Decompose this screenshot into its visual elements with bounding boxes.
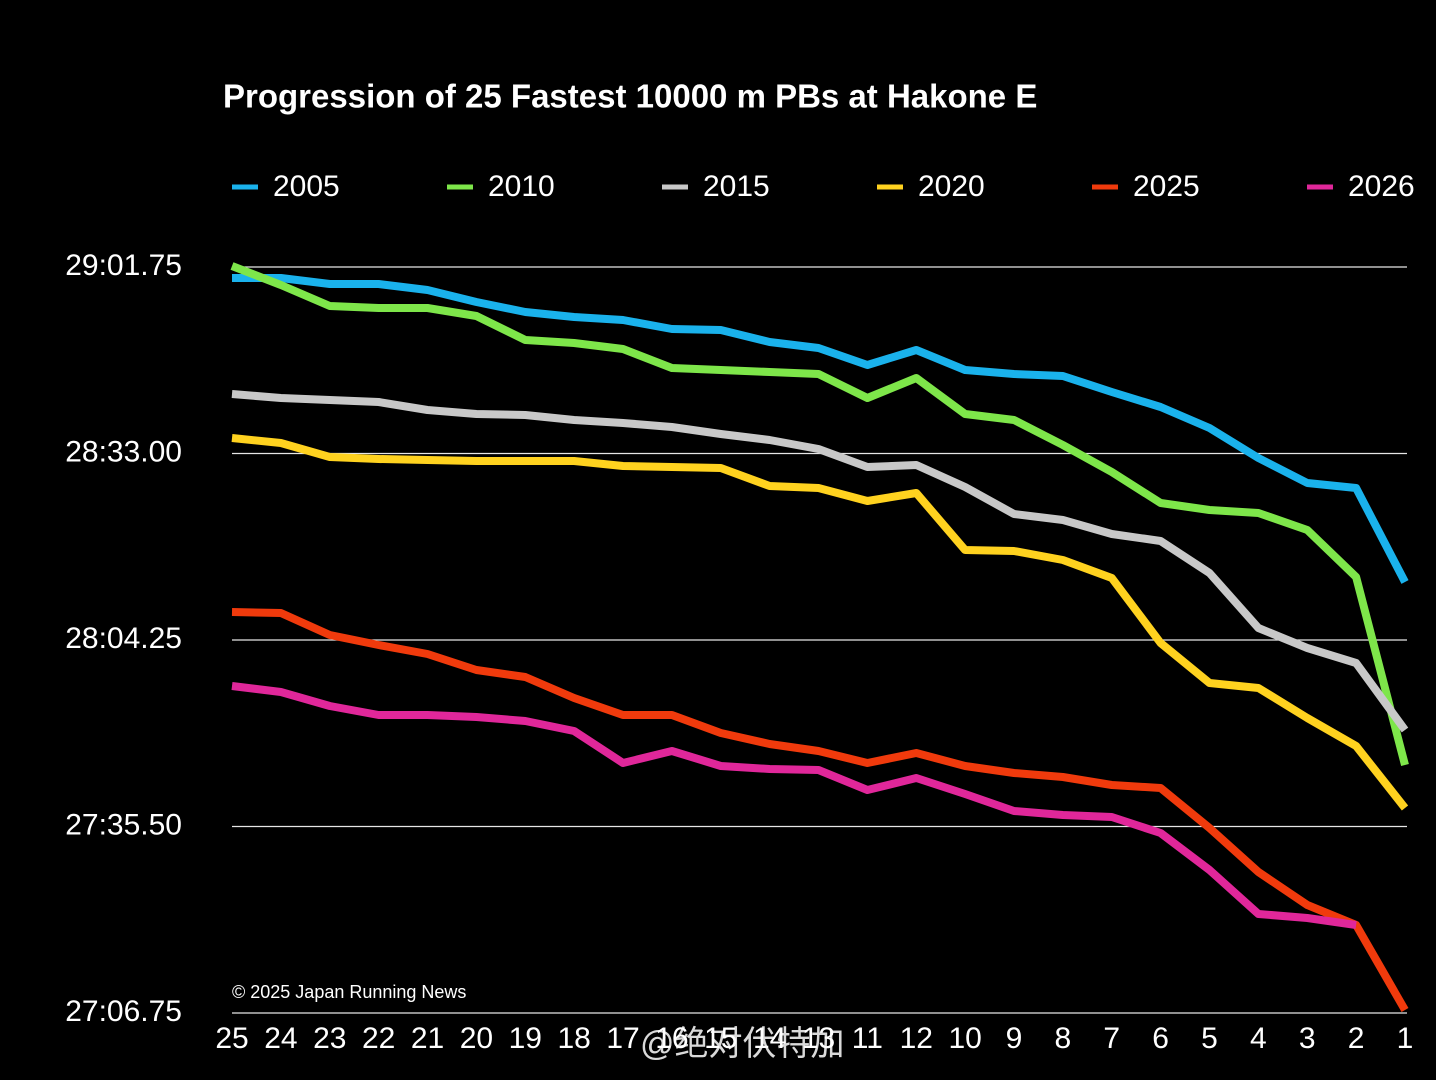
series-line — [231, 434, 1409, 811]
x-tick-label: 16 — [655, 1022, 688, 1055]
series-line — [231, 608, 1409, 1012]
x-tick-label: 2 — [1348, 1022, 1365, 1055]
x-tick-label: 1 — [1397, 1022, 1414, 1055]
x-tick-label: 5 — [1201, 1022, 1218, 1055]
copyright: © 2025 Japan Running News — [232, 982, 466, 1002]
x-tick-label: 17 — [606, 1022, 639, 1055]
x-tick-label: 4 — [1250, 1022, 1267, 1055]
y-tick-label: 27:35.50 — [65, 808, 182, 841]
x-tick-label: 22 — [362, 1022, 395, 1055]
x-tick-label: 14 — [753, 1022, 786, 1055]
x-tick-label: 20 — [460, 1022, 493, 1055]
x-tick-label: 13 — [802, 1022, 835, 1055]
x-tick-label: 3 — [1299, 1022, 1316, 1055]
x-tick-label: 21 — [411, 1022, 444, 1055]
chart-title: Progression of 25 Fastest 10000 m PBs at… — [223, 78, 1037, 115]
series-line — [231, 390, 1409, 733]
x-tick-label: 10 — [948, 1022, 981, 1055]
x-tick-label: 8 — [1055, 1022, 1072, 1055]
series-line — [230, 262, 1409, 767]
legend-label: 2015 — [703, 170, 770, 203]
x-tick-label: 6 — [1152, 1022, 1169, 1055]
legend-label: 2005 — [273, 170, 340, 203]
legend-label: 2010 — [488, 170, 555, 203]
legend-label: 2026 — [1348, 170, 1415, 203]
x-tick-label: 9 — [1006, 1022, 1023, 1055]
y-tick-label: 29:01.75 — [65, 249, 182, 282]
y-tick-label: 28:04.25 — [65, 622, 182, 655]
x-tick-label: 18 — [557, 1022, 590, 1055]
x-tick-label: 24 — [264, 1022, 297, 1055]
x-tick-label: 12 — [900, 1022, 933, 1055]
y-tick-label: 27:06.75 — [65, 995, 182, 1028]
x-tick-label: 11 — [852, 1022, 883, 1055]
x-tick-label: 23 — [313, 1022, 346, 1055]
x-tick-label: 19 — [509, 1022, 542, 1055]
legend-label: 2020 — [918, 170, 985, 203]
watermark: @绝对伏特加 — [640, 1025, 845, 1063]
x-tick-label: 7 — [1103, 1022, 1120, 1055]
x-tick-label: 15 — [704, 1022, 737, 1055]
legend-label: 2025 — [1133, 170, 1200, 203]
y-tick-label: 28:33.00 — [65, 435, 182, 468]
series-line — [232, 274, 1409, 584]
series-line — [231, 682, 1357, 929]
x-tick-label: 25 — [215, 1022, 248, 1055]
